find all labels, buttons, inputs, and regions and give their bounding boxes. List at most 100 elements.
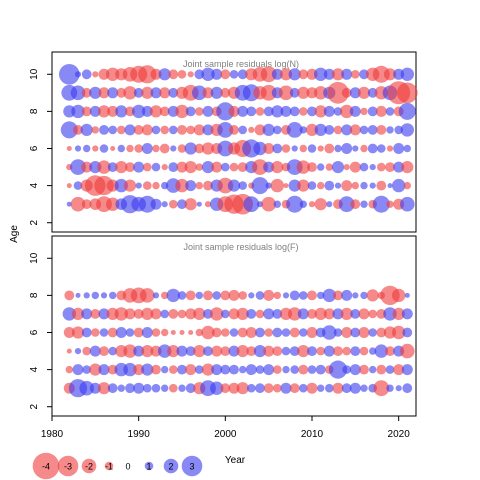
bubble-p1-age7-2020 — [392, 307, 405, 320]
bubble-p1-age6-2002 — [237, 327, 248, 338]
bubble-p0-age4-1991 — [143, 181, 152, 190]
bubble-p0-age10-2019 — [383, 68, 397, 81]
bubble-p0-age6-1991 — [141, 143, 153, 154]
bubble-p0-age6-1994 — [170, 145, 177, 152]
bubble-p1-age5-1989 — [123, 344, 137, 358]
bubble-p0-age8-2006 — [271, 105, 284, 118]
bubble-p0-age10-2016 — [359, 69, 369, 80]
bubble-p1-age4-1999 — [211, 364, 223, 376]
bubble-p0-age10-1984 — [81, 69, 92, 80]
x-tick-label-2020: 2020 — [388, 429, 411, 440]
bubble-p1-age5-1984 — [82, 346, 91, 356]
bubble-p0-age5-2015 — [349, 161, 361, 173]
bubble-p0-age9-1999 — [210, 86, 223, 99]
bubble-p0-age4-1995 — [175, 178, 189, 193]
bubble-p1-age6-1984 — [81, 327, 92, 338]
bubble-p0-age7-1988 — [117, 125, 126, 135]
y-tick-label-p0-4: 4 — [29, 182, 40, 188]
bubble-p0-age4-1986 — [94, 175, 114, 196]
bubble-p0-age8-1984 — [81, 106, 92, 117]
bubble-p1-age6-1999 — [211, 327, 222, 338]
bubble-p1-age4-1995 — [177, 364, 187, 375]
bubble-p1-age8-1986 — [100, 292, 108, 299]
bubble-p0-age3-1994 — [169, 199, 178, 209]
bubble-p0-age4-2010 — [307, 181, 317, 190]
bubble-p0-age8-1996 — [185, 106, 196, 117]
bubble-p0-age7-2019 — [386, 126, 394, 134]
bubble-p0-age8-2009 — [299, 107, 308, 116]
bubble-p0-age6-2004 — [253, 141, 267, 156]
bubble-p0-age6-2008 — [291, 145, 298, 152]
bubble-p0-age8-2016 — [360, 107, 368, 116]
bubble-p0-age6-2005 — [263, 143, 275, 154]
bubble-p1-age8-2011 — [317, 291, 325, 300]
bubble-p0-age5-2002 — [237, 162, 248, 173]
bubble-p0-age5-1989 — [125, 162, 135, 173]
bubble-p1-age6-1994 — [170, 330, 176, 335]
bubble-p0-age6-2009 — [299, 144, 307, 153]
legend-bubble--1 — [104, 461, 114, 471]
bubble-p1-age8-2001 — [228, 289, 240, 301]
bubble-p0-age4-1988 — [114, 178, 128, 193]
bubble-p0-age4-1997 — [195, 181, 203, 190]
bubble-p1-age6-2000 — [221, 328, 230, 337]
bubble-p1-age6-2021 — [402, 327, 413, 338]
legend-label--3: -3 — [64, 462, 72, 472]
bubble-p1-age7-1994 — [168, 309, 179, 319]
bubble-p1-age5-1993 — [158, 344, 172, 358]
bubble-p0-age3-1987 — [106, 197, 120, 211]
bubble-p1-age6-1997 — [195, 328, 203, 337]
bubble-p1-age8-1983 — [75, 292, 81, 298]
bubble-p0-age6-2007 — [281, 144, 291, 153]
bubble-p1-age6-2012 — [322, 325, 337, 340]
bubble-p0-age8-1986 — [97, 105, 111, 118]
bubble-p0-age7-1993 — [160, 125, 169, 135]
bubble-p0-age9-1994 — [168, 87, 179, 98]
bubble-p0-age9-2015 — [349, 87, 361, 99]
bubble-p0-age6-1992 — [152, 144, 160, 153]
size-legend: -4 -3 -2 -1 0 1 2 3 — [32, 452, 203, 480]
bubble-p0-age3-1984 — [81, 199, 92, 210]
bubble-p0-age5-1992 — [151, 162, 161, 172]
bubble-p0-age5-1997 — [195, 163, 203, 171]
bubble-p0-age7-1984 — [80, 123, 93, 136]
bubble-p1-age8-2007 — [282, 292, 290, 299]
bubble-p0-age8-2005 — [263, 106, 274, 117]
legend-label--1: -1 — [105, 462, 113, 472]
panel-bottom-title: Joint sample residuals log(F) — [183, 242, 298, 252]
bubble-p1-age8-2015 — [352, 292, 359, 299]
bubble-p0-age4-2005 — [265, 182, 272, 189]
bubble-p1-age3-2014 — [341, 383, 352, 394]
bubble-p0-age4-2016 — [360, 181, 368, 190]
bubble-p0-age6-2019 — [386, 145, 394, 152]
bubble-p0-age3-2009 — [299, 200, 307, 208]
legend-bubble--2 — [81, 458, 97, 474]
bubble-p0-age7-2012 — [324, 124, 335, 135]
bubble-p1-age7-1986 — [98, 308, 110, 320]
bubble-p0-age6-2010 — [307, 144, 317, 153]
bubble-p1-age8-2017 — [366, 289, 379, 302]
bubble-p0-age5-1993 — [161, 164, 168, 171]
bubble-p1-age7-2001 — [228, 308, 240, 320]
legend-bubble-3 — [181, 455, 203, 477]
bubble-p1-age3-1992 — [151, 383, 161, 393]
bubble-p0-age5-2010 — [307, 162, 317, 173]
bubble-p0-age7-2018 — [376, 124, 387, 135]
bubble-p1-age7-2017 — [368, 309, 378, 319]
bubble-p1-age6-2001 — [229, 328, 239, 337]
bubble-p0-age5-1983 — [70, 159, 86, 176]
bubble-p0-age5-2018 — [377, 162, 386, 172]
bubble-p0-age8-2013 — [333, 107, 343, 116]
bubble-p1-age4-2017 — [369, 365, 377, 374]
bubble-p1-age8-2020 — [392, 288, 406, 303]
x-tick-label-2000: 2000 — [214, 429, 237, 440]
bubble-p1-age7-2012 — [323, 308, 335, 320]
bubble-p0-age5-2001 — [229, 162, 239, 172]
x-tick-label-1980: 1980 — [41, 429, 64, 440]
bubble-p0-age7-2010 — [305, 123, 319, 136]
bubble-p1-age3-2012 — [325, 383, 334, 393]
bubble-p1-age5-1994 — [167, 345, 180, 358]
bubble-p1-age3-1995 — [178, 384, 186, 392]
bubble-p1-age3-2002 — [236, 382, 249, 395]
